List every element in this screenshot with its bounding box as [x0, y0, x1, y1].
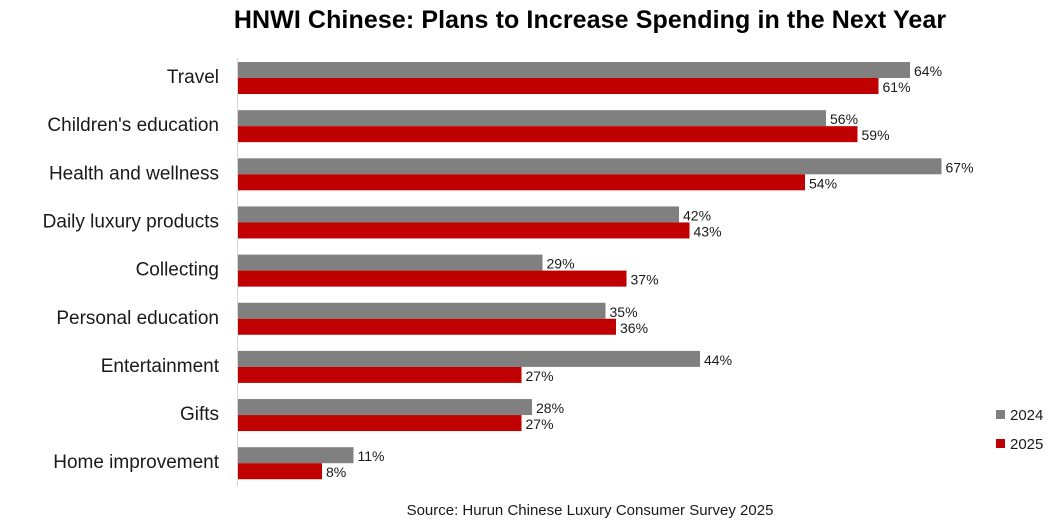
value-label: 37%	[631, 272, 659, 288]
category-label: Children's education	[47, 115, 219, 136]
value-label: 27%	[526, 416, 554, 432]
bar-2024	[238, 350, 700, 367]
category-label: Collecting	[136, 260, 219, 281]
bar-2024	[238, 206, 679, 223]
value-label: 29%	[547, 256, 575, 272]
value-label: 64%	[914, 63, 942, 79]
value-label: 56%	[830, 111, 858, 127]
value-label: 36%	[620, 320, 648, 336]
category-label: Home improvement	[53, 452, 219, 473]
value-label: 8%	[326, 464, 346, 480]
value-label: 44%	[704, 352, 732, 368]
bar-2024	[238, 110, 826, 127]
chart-title: HNWI Chinese: Plans to Increase Spending…	[233, 6, 947, 34]
category-label: Personal education	[56, 308, 219, 329]
category-label: Daily luxury products	[43, 211, 219, 232]
bar-2025	[238, 78, 879, 94]
bar-2025	[238, 463, 322, 480]
legend-label: 2025	[1010, 436, 1043, 453]
value-label: 43%	[694, 223, 722, 239]
bar-2024	[238, 399, 532, 416]
legend: 2024 2025	[996, 407, 1043, 453]
bar-2025	[238, 174, 805, 191]
legend-swatch-2024	[996, 410, 1005, 419]
category-label: Entertainment	[101, 356, 220, 377]
source-note: Source: Hurun Chinese Luxury Consumer Su…	[406, 502, 774, 519]
bar-2024	[238, 302, 606, 319]
bar-2024	[238, 447, 354, 464]
value-label: 28%	[536, 400, 564, 416]
value-label: 54%	[809, 175, 837, 191]
labels-group: Travel 64%61% Children's education 56%59% He…	[43, 63, 974, 480]
bar-2024	[238, 62, 910, 78]
value-label: 61%	[883, 79, 911, 95]
bar-2025	[238, 318, 616, 335]
bars-group	[238, 62, 942, 480]
bar-2025	[238, 366, 522, 383]
legend-swatch-2025	[996, 439, 1005, 448]
value-label: 27%	[526, 368, 554, 384]
value-label: 42%	[683, 207, 711, 223]
category-label: Gifts	[180, 404, 219, 425]
bar-2025	[238, 415, 522, 432]
bar-2025	[238, 126, 858, 143]
category-label: Travel	[167, 67, 219, 88]
bar-2024	[238, 158, 942, 175]
value-label: 67%	[946, 159, 974, 175]
value-label: 59%	[862, 127, 890, 143]
category-label: Health and wellness	[49, 163, 219, 184]
value-label: 11%	[358, 448, 385, 464]
bar-2025	[238, 270, 627, 287]
legend-label: 2024	[1010, 407, 1043, 424]
value-label: 35%	[610, 304, 638, 320]
bar-2025	[238, 222, 690, 239]
bar-2024	[238, 254, 543, 271]
